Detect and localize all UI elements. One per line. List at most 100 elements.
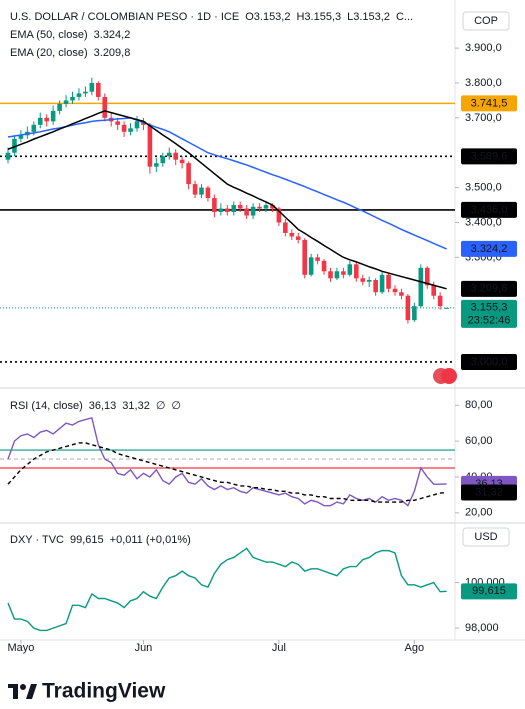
candle-body — [405, 295, 411, 321]
candle-body — [347, 264, 353, 275]
candle-body — [289, 232, 295, 237]
price-badge — [461, 280, 517, 297]
candle-body — [379, 274, 385, 293]
candle-body — [354, 264, 359, 279]
candle-body — [121, 124, 127, 132]
legend-text: ∅ — [171, 400, 181, 412]
candle-body — [134, 121, 140, 129]
candle-body — [412, 306, 417, 321]
candle-body — [147, 124, 153, 167]
ema-line — [7, 117, 447, 250]
candle-body — [225, 208, 230, 213]
candle-body — [166, 152, 172, 157]
y-tick-label: 20,00 — [465, 507, 493, 519]
legend-text: EMA (20, close) — [10, 47, 88, 59]
price-badge — [461, 201, 517, 218]
indicator-line — [7, 442, 447, 503]
candle-body — [199, 187, 204, 195]
legend-text: DXY · TVC — [10, 534, 64, 546]
candle-body — [360, 278, 366, 282]
legend-text: C... — [396, 11, 413, 23]
candle-body — [386, 274, 391, 289]
legend-text: H3.155,3 — [296, 11, 341, 23]
price-badge-label: 3.209,8 — [471, 283, 508, 295]
y-tick-label: 3.900,0 — [465, 42, 502, 54]
ema-line — [7, 110, 447, 290]
candle-body — [18, 135, 24, 139]
price-badge — [461, 484, 517, 501]
price-badge-label: 3.000,0 — [471, 356, 508, 368]
price-badge-label: 3.324,2 — [471, 243, 508, 255]
currency-button — [462, 527, 510, 547]
price-badge-label: 3.589,6 — [471, 150, 508, 162]
indicator-line — [7, 547, 447, 632]
candle-body — [63, 100, 69, 104]
legend-text: 3.209,8 — [94, 47, 131, 59]
candle-body — [37, 117, 43, 125]
candle-body — [89, 82, 95, 92]
price-badge-label: 3.436,0 — [471, 204, 508, 216]
candle-body — [231, 205, 237, 213]
candle-body — [237, 205, 243, 209]
price-badge — [461, 148, 517, 165]
legend-text: EMA (50, close) — [10, 29, 88, 41]
candle-body — [96, 82, 101, 97]
brand-logo — [8, 684, 37, 699]
candle-body — [115, 121, 120, 125]
y-tick-label: 60,00 — [465, 435, 493, 447]
candle-body — [373, 280, 378, 293]
legend-text: 36,13 — [89, 400, 117, 412]
candle-body — [76, 93, 82, 97]
candle-body — [160, 156, 166, 164]
candle-body — [250, 206, 256, 216]
y-tick-label: 3.800,0 — [465, 77, 502, 89]
price-badge — [461, 353, 517, 370]
legend-text: L3.153,2 — [347, 11, 390, 23]
candle-body — [192, 184, 198, 195]
candle-body — [341, 271, 346, 275]
candle-body — [431, 285, 436, 296]
y-tick-label: 80,00 — [465, 399, 493, 411]
candle-body — [154, 163, 159, 167]
candle-body — [173, 152, 178, 160]
brand-name: TradingView — [42, 680, 166, 703]
candle-body — [205, 187, 211, 199]
candle-body — [57, 103, 62, 111]
legend-text: 31,32 — [122, 400, 150, 412]
y-tick-label: 3.400,0 — [465, 216, 502, 228]
candle-body — [83, 91, 88, 94]
price-badge-label: 3.155,3 — [471, 302, 508, 314]
candle-body — [218, 208, 224, 213]
price-badge — [461, 299, 517, 328]
candle-body — [70, 96, 75, 101]
candle-body — [334, 271, 340, 279]
currency-button — [462, 11, 510, 31]
y-tick-label: 3.500,0 — [465, 182, 502, 194]
candle-body — [315, 257, 320, 261]
currency-label: COP — [474, 15, 498, 27]
candle-body — [263, 205, 269, 209]
x-tick-label: Ago — [405, 642, 425, 654]
legend-text: RSI (14, close) — [10, 400, 83, 412]
price-badge-label: 99,615 — [472, 585, 506, 597]
candle-body — [424, 267, 430, 286]
currency-label: USD — [474, 531, 497, 543]
x-tick-label: Mayo — [7, 642, 34, 654]
indicator-line — [7, 416, 447, 507]
candle-body — [437, 295, 443, 307]
price-badge-label: 31,32 — [475, 486, 503, 498]
price-badge — [461, 583, 517, 600]
candle-body — [444, 307, 449, 309]
candle-body — [257, 206, 262, 209]
candle-body — [31, 124, 37, 132]
candle-body — [392, 288, 398, 293]
legend-text: +0,011 (+0,01%) — [110, 534, 191, 546]
candle-body — [50, 110, 56, 122]
candle-body — [44, 117, 49, 122]
candle-body — [270, 205, 275, 209]
candle-body — [244, 208, 249, 216]
candle-body — [102, 96, 108, 118]
candle-body — [328, 271, 333, 279]
candle-body — [179, 159, 185, 164]
candle-body — [276, 208, 282, 223]
